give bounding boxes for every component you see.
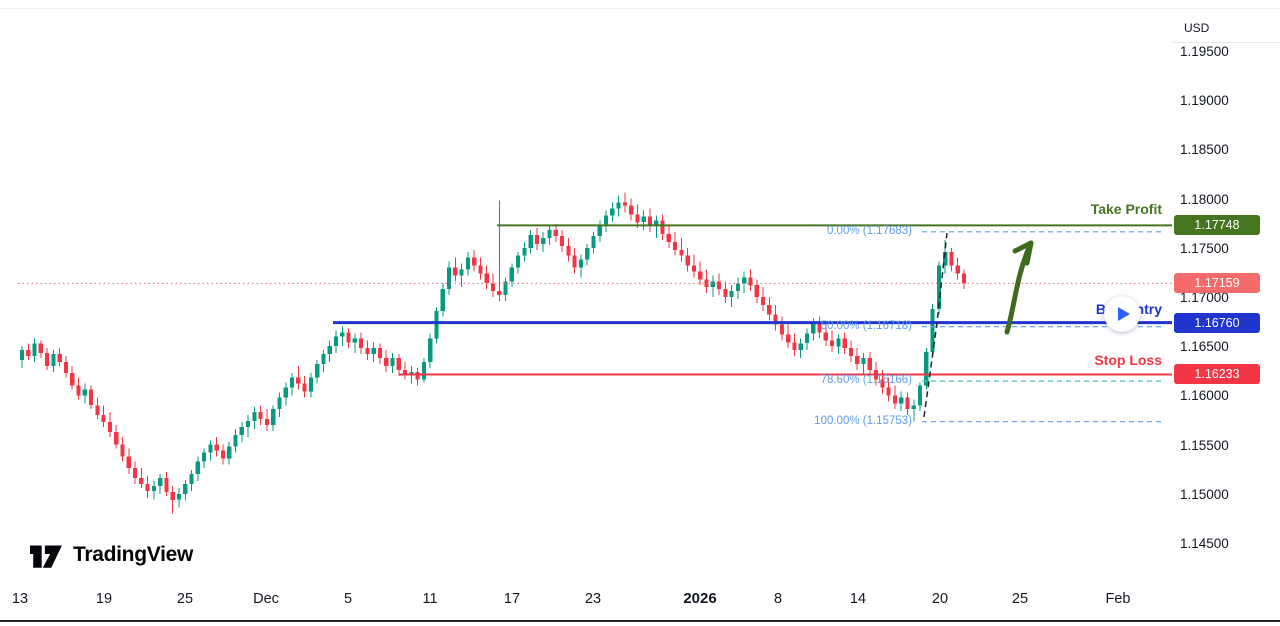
y-axis-tick: 1.18000 [1180, 192, 1229, 207]
y-axis-tick: 1.14500 [1180, 536, 1229, 551]
play-button[interactable] [1104, 296, 1140, 332]
y-axis-tick: 1.19000 [1180, 93, 1229, 108]
x-axis-tick: Dec [253, 591, 279, 607]
price-axis-separator [1172, 42, 1280, 43]
top-border [0, 8, 1280, 9]
x-axis-tick: 23 [584, 591, 602, 607]
projection-trend-line[interactable] [923, 232, 948, 418]
x-axis-tick: 11 [422, 591, 438, 607]
tradingview-logo[interactable]: TradingView [30, 540, 193, 570]
tradingview-logo-icon [30, 545, 62, 568]
x-axis-tick: 5 [343, 591, 353, 607]
y-axis-tick: 1.18500 [1180, 142, 1229, 157]
x-axis-tick: 19 [95, 591, 113, 607]
fib-level-label: 78.60% (1.16166) [820, 374, 912, 386]
buy-entry-price-tag[interactable]: 1.16760 [1174, 313, 1260, 333]
fib-level-label: 50.00% (1.16718) [820, 320, 912, 332]
y-axis-tick: 1.19500 [1180, 44, 1229, 59]
bottom-border [0, 620, 1280, 622]
fib-level-label: 100.00% (1.15753) [814, 415, 912, 427]
tradingview-logo-text: TradingView [73, 543, 194, 566]
current-price-tag: 1.17159 [1174, 273, 1260, 293]
x-axis-tick: 13 [11, 591, 29, 607]
y-axis-tick: 1.17000 [1180, 290, 1229, 305]
take-profit-label: Take Profit [1090, 201, 1162, 217]
candlestick-series [19, 192, 967, 514]
y-axis-tick: 1.15000 [1180, 487, 1229, 502]
up-arrow-head [1012, 240, 1034, 266]
take-profit-price-tag[interactable]: 1.17748 [1174, 215, 1260, 235]
x-axis-tick: 25 [1011, 591, 1029, 607]
x-axis-tick: 14 [849, 591, 867, 607]
x-axis-tick: Feb [1105, 591, 1131, 607]
stop-loss-label: Stop Loss [1094, 352, 1162, 368]
stop-loss-price-tag[interactable]: 1.16233 [1174, 364, 1260, 384]
x-axis-tick: 20 [931, 591, 949, 607]
y-axis-tick: 1.16000 [1180, 388, 1229, 403]
x-axis-tick: 8 [773, 591, 783, 607]
price-axis-currency-label: USD [1184, 21, 1210, 35]
x-axis-tick: 25 [176, 591, 194, 607]
play-icon [1118, 307, 1130, 321]
x-axis-tick: 2026 [683, 590, 717, 607]
y-axis-tick: 1.15500 [1180, 438, 1229, 453]
x-axis-tick: 17 [503, 591, 521, 607]
y-axis-tick: 1.16500 [1180, 339, 1229, 354]
fib-level-label: 0.00% (1.17683) [826, 225, 912, 237]
y-axis-tick: 1.17500 [1180, 241, 1229, 256]
